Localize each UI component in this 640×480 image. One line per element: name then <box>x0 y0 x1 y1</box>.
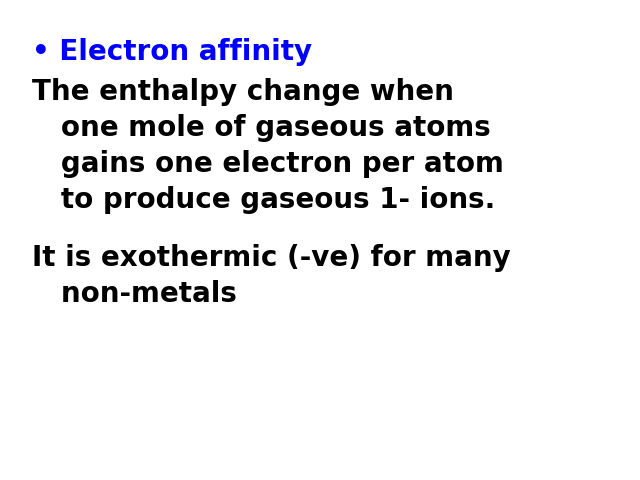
Text: The enthalpy change when: The enthalpy change when <box>32 78 454 106</box>
Text: non-metals: non-metals <box>32 279 237 308</box>
Text: to produce gaseous 1- ions.: to produce gaseous 1- ions. <box>32 186 495 214</box>
Text: • Electron affinity: • Electron affinity <box>32 38 312 66</box>
Text: gains one electron per atom: gains one electron per atom <box>32 150 504 178</box>
Text: one mole of gaseous atoms: one mole of gaseous atoms <box>32 114 491 142</box>
Text: It is exothermic (-ve) for many: It is exothermic (-ve) for many <box>32 243 511 272</box>
